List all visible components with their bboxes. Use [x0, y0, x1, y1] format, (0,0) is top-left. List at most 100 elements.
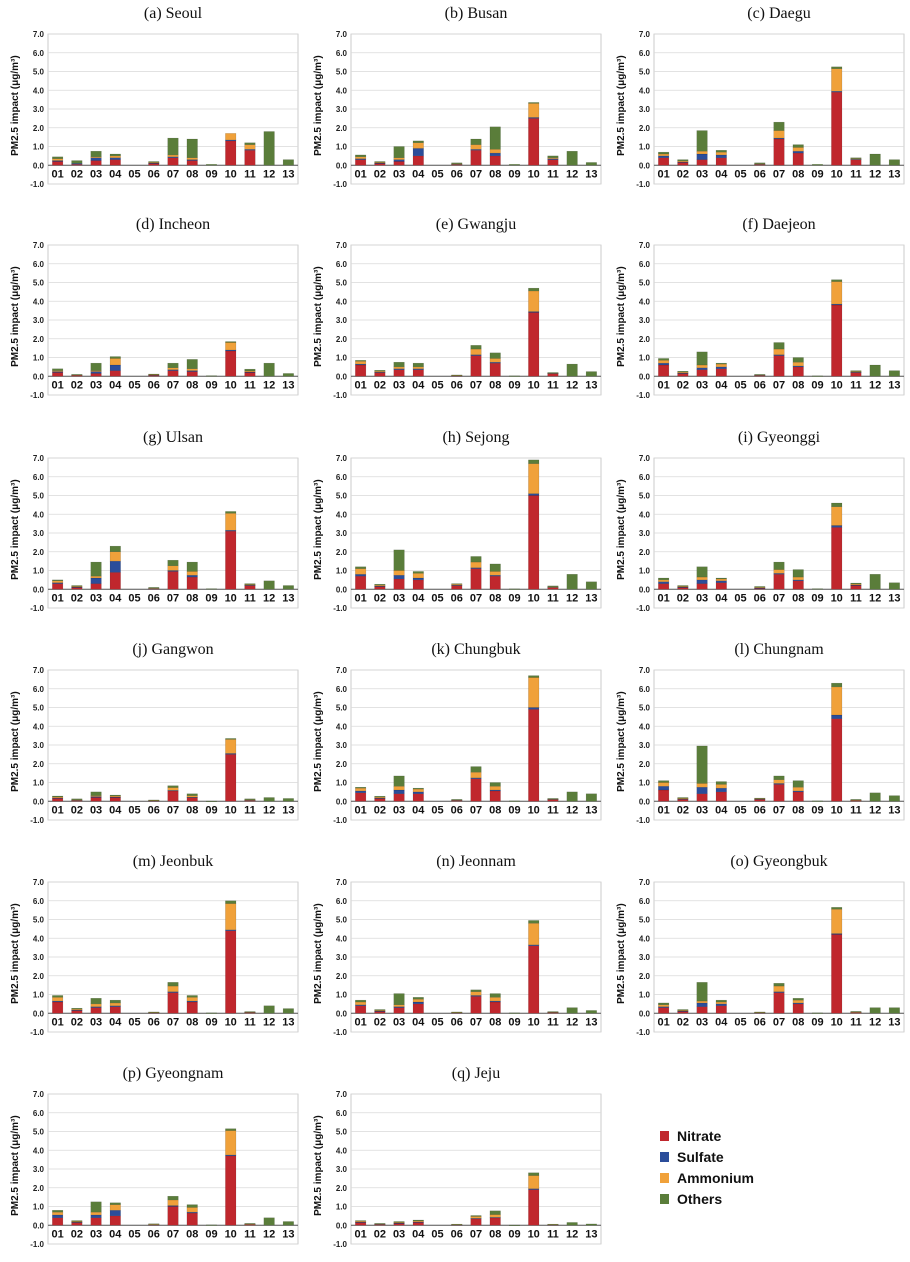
x-tick-label: 11: [547, 804, 559, 816]
y-tick-label: 7.0: [33, 1090, 45, 1099]
panel-title: (o) Gyeongbuk: [730, 853, 827, 870]
bar-segment-sulfate: [489, 152, 501, 157]
y-tick-label: 1.0: [336, 779, 348, 788]
y-axis-label: PM2.5 impact (μg/m³): [10, 1115, 21, 1216]
bar-segment-others: [773, 775, 785, 780]
y-tick-label: 1.0: [639, 354, 651, 363]
bar-segment-nitrate: [186, 160, 198, 166]
y-tick-label: 7.0: [336, 454, 348, 463]
x-tick-label: 11: [850, 804, 862, 816]
x-tick-label: 11: [547, 1228, 559, 1240]
bar-segment-others: [489, 126, 501, 150]
panel-title: (m) Jeonbuk: [133, 853, 213, 870]
bar-segment-others: [52, 156, 64, 159]
bar-segment-nitrate: [393, 369, 405, 377]
bar-segment-nitrate: [773, 355, 785, 377]
bar-segment-others: [508, 1012, 520, 1014]
x-tick-label: 08: [186, 592, 198, 604]
x-tick-label: 04: [715, 168, 728, 180]
y-tick-label: 2.0: [639, 760, 651, 769]
bar-segment-others: [393, 146, 405, 158]
y-tick-label: 5.0: [33, 279, 45, 288]
bar-segment-sulfate: [186, 574, 198, 578]
y-tick-label: 3.0: [33, 105, 45, 114]
y-tick-label: 1.0: [336, 991, 348, 1000]
y-tick-label: 1.0: [33, 779, 45, 788]
bar-segment-others: [850, 370, 862, 372]
x-tick-label: 02: [71, 1228, 83, 1240]
bar-segment-ammonium: [831, 686, 843, 716]
y-tick-label: 0.0: [336, 1009, 348, 1018]
y-tick-label: 5.0: [639, 704, 651, 713]
y-tick-label: 3.0: [33, 1165, 45, 1174]
bar-segment-others: [167, 362, 179, 369]
x-tick-label: 05: [734, 379, 746, 391]
y-tick-label: 6.0: [639, 473, 651, 482]
y-tick-label: 7.0: [33, 878, 45, 887]
bar-segment-others: [831, 279, 843, 282]
bar-segment-others: [282, 798, 294, 802]
bar-segment-others: [773, 561, 785, 570]
x-tick-label: 09: [811, 1016, 823, 1028]
bar-segment-others: [148, 161, 160, 163]
y-axis-label: PM2.5 impact (μg/m³): [10, 266, 21, 367]
bar-segment-nitrate: [850, 159, 862, 166]
y-tick-label: 3.0: [639, 953, 651, 962]
bar-segment-nitrate: [677, 799, 689, 802]
x-tick-label: 11: [850, 592, 862, 604]
x-tick-label: 12: [869, 168, 881, 180]
x-tick-label: 05: [734, 592, 746, 604]
legend-label-ammonium: Ammonium: [677, 1169, 754, 1186]
y-axis-label: PM2.5 impact (μg/m³): [616, 903, 627, 1004]
x-tick-label: 01: [51, 804, 63, 816]
x-tick-label: 12: [263, 592, 275, 604]
y-tick-label: -1.0: [333, 180, 347, 189]
bar-segment-others: [528, 102, 540, 104]
bar-segment-others: [677, 1009, 689, 1011]
x-tick-label: 02: [71, 592, 83, 604]
y-tick-label: 4.0: [639, 722, 651, 731]
x-tick-label: 02: [71, 1016, 83, 1028]
bar-segment-others: [508, 1224, 520, 1226]
bar-segment-nitrate: [850, 372, 862, 377]
bar-segment-others: [696, 745, 708, 784]
x-tick-label: 09: [205, 168, 217, 180]
y-tick-label: 4.0: [336, 510, 348, 519]
bar-segment-nitrate: [109, 572, 121, 590]
bar-segment-others: [585, 581, 597, 590]
bar-segment-nitrate: [696, 1006, 708, 1014]
bar-segment-ammonium: [225, 1130, 237, 1156]
bar-segment-nitrate: [658, 364, 670, 377]
bar-segment-nitrate: [52, 1001, 64, 1014]
x-tick-label: 12: [869, 1016, 881, 1028]
y-tick-label: 0.0: [639, 372, 651, 381]
x-tick-label: 12: [566, 168, 578, 180]
bar-segment-sulfate: [109, 560, 121, 573]
bar-segment-ammonium: [470, 1216, 482, 1219]
bar-segment-ammonium: [355, 787, 367, 792]
bar-segment-ammonium: [528, 1175, 540, 1189]
bar-segment-ammonium: [696, 1000, 708, 1004]
bar-segment-ammonium: [470, 348, 482, 355]
x-tick-label: 09: [508, 804, 520, 816]
x-tick-label: 13: [282, 804, 294, 816]
x-tick-label: 13: [585, 1016, 597, 1028]
bar-segment-others: [148, 373, 160, 375]
bar-segment-ammonium: [715, 363, 727, 368]
bar-segment-others: [566, 574, 578, 590]
bar-segment-sulfate: [412, 1001, 424, 1005]
x-tick-label: 04: [109, 379, 122, 391]
x-tick-label: 06: [451, 1228, 463, 1240]
panel-title: (g) Ulsan: [143, 429, 203, 446]
bar-segment-ammonium: [355, 1001, 367, 1006]
bar-segment-sulfate: [696, 786, 708, 794]
bar-segment-nitrate: [831, 91, 843, 166]
bar-segment-ammonium: [109, 1204, 121, 1211]
x-tick-label: 10: [528, 1228, 540, 1240]
x-tick-label: 11: [547, 379, 559, 391]
bar-segment-ammonium: [831, 68, 843, 92]
y-tick-label: 5.0: [336, 279, 348, 288]
bar-segment-others: [244, 368, 256, 372]
x-tick-label: 10: [831, 1016, 843, 1028]
